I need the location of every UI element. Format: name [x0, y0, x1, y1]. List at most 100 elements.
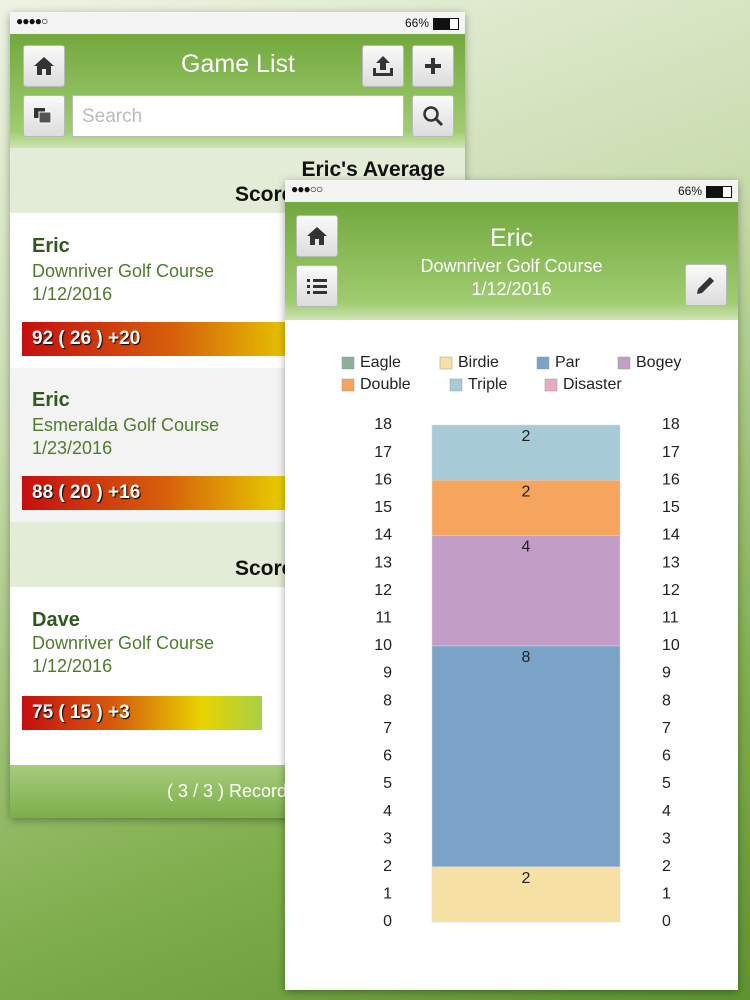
- y2-tick-label: 10: [662, 637, 680, 654]
- y-tick-label: 18: [374, 416, 392, 433]
- upload-button[interactable]: [362, 45, 404, 87]
- list-button[interactable]: [296, 265, 338, 307]
- home-button[interactable]: [23, 45, 65, 87]
- y2-tick-label: 18: [662, 416, 680, 433]
- search-input[interactable]: Search: [72, 95, 404, 137]
- copy-button[interactable]: [23, 95, 65, 137]
- average-label: Eric's Average: [301, 158, 445, 181]
- y2-tick-label: 15: [662, 499, 680, 516]
- y-tick-label: 2: [383, 858, 392, 875]
- legend-label: Par: [555, 354, 581, 371]
- player: Eric: [32, 235, 70, 257]
- y2-tick-label: 14: [662, 527, 680, 544]
- player: Dave: [32, 609, 80, 631]
- y2-tick-label: 7: [662, 720, 671, 737]
- y-tick-label: 8: [383, 692, 392, 709]
- home-button[interactable]: [296, 215, 338, 257]
- bar-segment: [431, 645, 621, 868]
- player: Eric: [32, 389, 70, 411]
- add-button[interactable]: [412, 45, 454, 87]
- player: Eric: [489, 224, 534, 252]
- y-tick-label: 5: [383, 775, 392, 792]
- home-icon: [307, 227, 327, 245]
- y-tick-label: 17: [374, 444, 392, 461]
- score-bar: 75 ( 15 ) +3: [22, 696, 262, 730]
- bar-segment: [431, 424, 621, 481]
- y-tick-label: 14: [374, 527, 392, 544]
- chart: 0123456789101112131415161718012345678910…: [341, 354, 681, 930]
- legend-swatch: [617, 356, 631, 370]
- signal: ●●●○○: [291, 182, 323, 196]
- score-chart-screen: ●●●○○ 66% Eric Downriver Golf Course 1/1…: [285, 180, 738, 990]
- legend-label: Bogey: [636, 354, 681, 371]
- y2-tick-label: 9: [662, 665, 671, 682]
- y2-tick-label: 3: [662, 830, 671, 847]
- legend-label: Disaster: [563, 376, 622, 393]
- battery-icon: [433, 18, 459, 30]
- data-label: 2: [522, 483, 531, 500]
- y-tick-label: 13: [374, 554, 392, 571]
- y2-tick-label: 17: [662, 444, 680, 461]
- date: 1/23/2016: [32, 438, 113, 458]
- header-info: Eric Downriver Golf Course 1/12/2016: [365, 224, 658, 300]
- y-tick-label: 6: [383, 748, 392, 765]
- y2-tick-label: 11: [662, 609, 679, 626]
- y-tick-label: 16: [374, 471, 392, 488]
- y-tick-label: 1: [383, 886, 392, 903]
- date: 1/12/2016: [32, 284, 113, 304]
- y-tick-label: 10: [374, 637, 392, 654]
- legend-label: Birdie: [458, 354, 499, 371]
- date: 1/12/2016: [471, 279, 552, 299]
- edit-button[interactable]: [685, 264, 727, 306]
- legend-swatch: [536, 356, 550, 370]
- legend-swatch: [449, 378, 463, 392]
- legend-swatch: [439, 356, 453, 370]
- y2-tick-label: 0: [662, 913, 671, 930]
- y2-tick-label: 4: [662, 803, 671, 820]
- y2-tick-label: 16: [662, 471, 680, 488]
- data-label: 4: [522, 539, 531, 556]
- y2-tick-label: 5: [662, 775, 671, 792]
- search-icon: [423, 106, 444, 127]
- battery-text: 66%: [404, 16, 429, 30]
- header: Eric Downriver Golf Course 1/12/2016: [285, 202, 738, 320]
- y-tick-label: 9: [383, 665, 392, 682]
- status-bar: ●●●○○ 66%: [285, 180, 738, 202]
- y-tick-label: 0: [383, 913, 392, 930]
- y-tick-label: 4: [383, 803, 392, 820]
- add-icon: [425, 58, 441, 74]
- legend-swatch: [341, 356, 355, 370]
- y2-tick-label: 12: [662, 582, 680, 599]
- y-tick-label: 3: [383, 830, 392, 847]
- status-bar: ●●●●○ 66%: [10, 12, 465, 34]
- bar-segment: [431, 535, 621, 647]
- y-tick-label: 11: [375, 609, 392, 626]
- record-count: ( 3 / 3 ) Records: [167, 781, 297, 801]
- data-label: 2: [522, 870, 531, 887]
- legend-swatch: [341, 378, 355, 392]
- search-button[interactable]: [412, 95, 454, 137]
- bar-segment: [431, 866, 621, 923]
- course: Downriver Golf Course: [420, 256, 603, 276]
- y-tick-label: 15: [374, 499, 392, 516]
- upload-icon: [373, 56, 393, 76]
- battery-icon: [706, 186, 732, 198]
- date: 1/12/2016: [32, 656, 113, 676]
- legend-label: Eagle: [360, 354, 401, 371]
- y2-tick-label: 13: [662, 554, 680, 571]
- data-label: 8: [522, 649, 531, 666]
- section-label: Score: [235, 183, 294, 206]
- y2-tick-label: 6: [662, 748, 671, 765]
- legend-swatch: [544, 378, 558, 392]
- course: Downriver Golf Course: [32, 261, 215, 281]
- signal: ●●●●○: [16, 14, 48, 28]
- legend-label: Double: [360, 376, 411, 393]
- course: Esmeralda Golf Course: [32, 415, 220, 435]
- list-icon: [307, 279, 327, 294]
- section-label: Score: [235, 557, 294, 580]
- y-tick-label: 7: [383, 720, 392, 737]
- header: Game List Search: [10, 34, 465, 148]
- screen-title: Game List: [181, 50, 295, 78]
- battery-text: 66%: [677, 184, 702, 198]
